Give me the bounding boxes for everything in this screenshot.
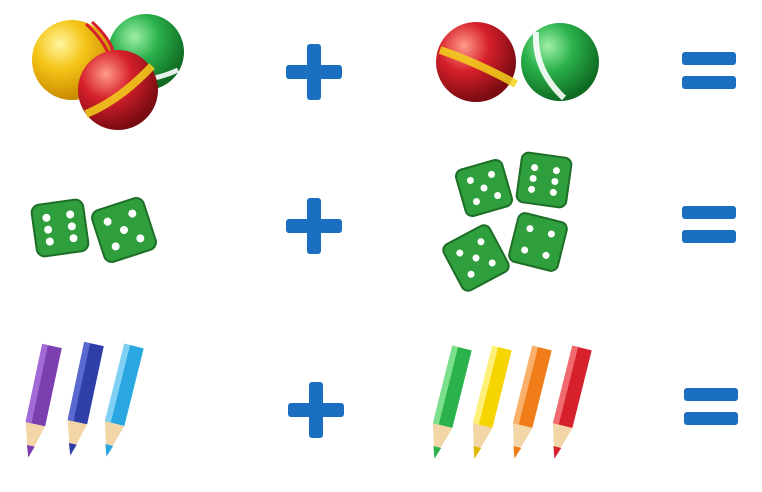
- dice-icon: [30, 198, 90, 258]
- pencil-icon: [432, 345, 472, 459]
- equals-icon: [682, 206, 736, 243]
- pencil-icon: [512, 345, 552, 459]
- ball-icon: [521, 23, 599, 101]
- dice-icon: [442, 224, 510, 292]
- plus-sign: [284, 378, 348, 442]
- pencil-icon: [67, 341, 104, 456]
- plus-sign: [282, 194, 346, 258]
- pencil-icon: [552, 345, 592, 459]
- dice-icon: [508, 212, 568, 272]
- plus-icon: [288, 382, 344, 438]
- plus-icon: [286, 198, 342, 254]
- plus-sign: [282, 40, 346, 104]
- equation-row-balls: [0, 10, 762, 160]
- equals-icon: [684, 388, 738, 425]
- right-group-dice: [440, 151, 580, 302]
- right-group-balls: [432, 10, 607, 160]
- dice-left-illustration: [30, 197, 157, 263]
- pencils-left-illustration: [25, 341, 144, 458]
- balls-left-illustration: [32, 14, 184, 130]
- dice-icon: [515, 151, 573, 209]
- plus-icon: [286, 44, 342, 100]
- equals-icon: [682, 52, 736, 89]
- equals-sign: [678, 200, 740, 250]
- left-group-balls: [28, 10, 193, 160]
- dice-icon: [454, 158, 514, 218]
- pencil-icon: [472, 345, 512, 459]
- left-group-dice: [30, 190, 160, 340]
- pencil-icon: [104, 343, 144, 457]
- right-group-pencils: [428, 330, 608, 480]
- pencils-right-illustration: [432, 345, 592, 459]
- dice-icon: [91, 197, 157, 263]
- balls-right-illustration: [436, 22, 599, 102]
- ball-icon: [436, 22, 518, 102]
- equals-sign: [680, 382, 742, 432]
- ball-icon: [78, 50, 158, 130]
- equation-row-dice: [0, 151, 762, 310]
- equation-row-pencils: [0, 330, 762, 480]
- equals-sign: [678, 46, 740, 96]
- pencil-icon: [25, 343, 62, 458]
- dice-right-illustration: [442, 151, 573, 292]
- left-group-pencils: [22, 330, 162, 480]
